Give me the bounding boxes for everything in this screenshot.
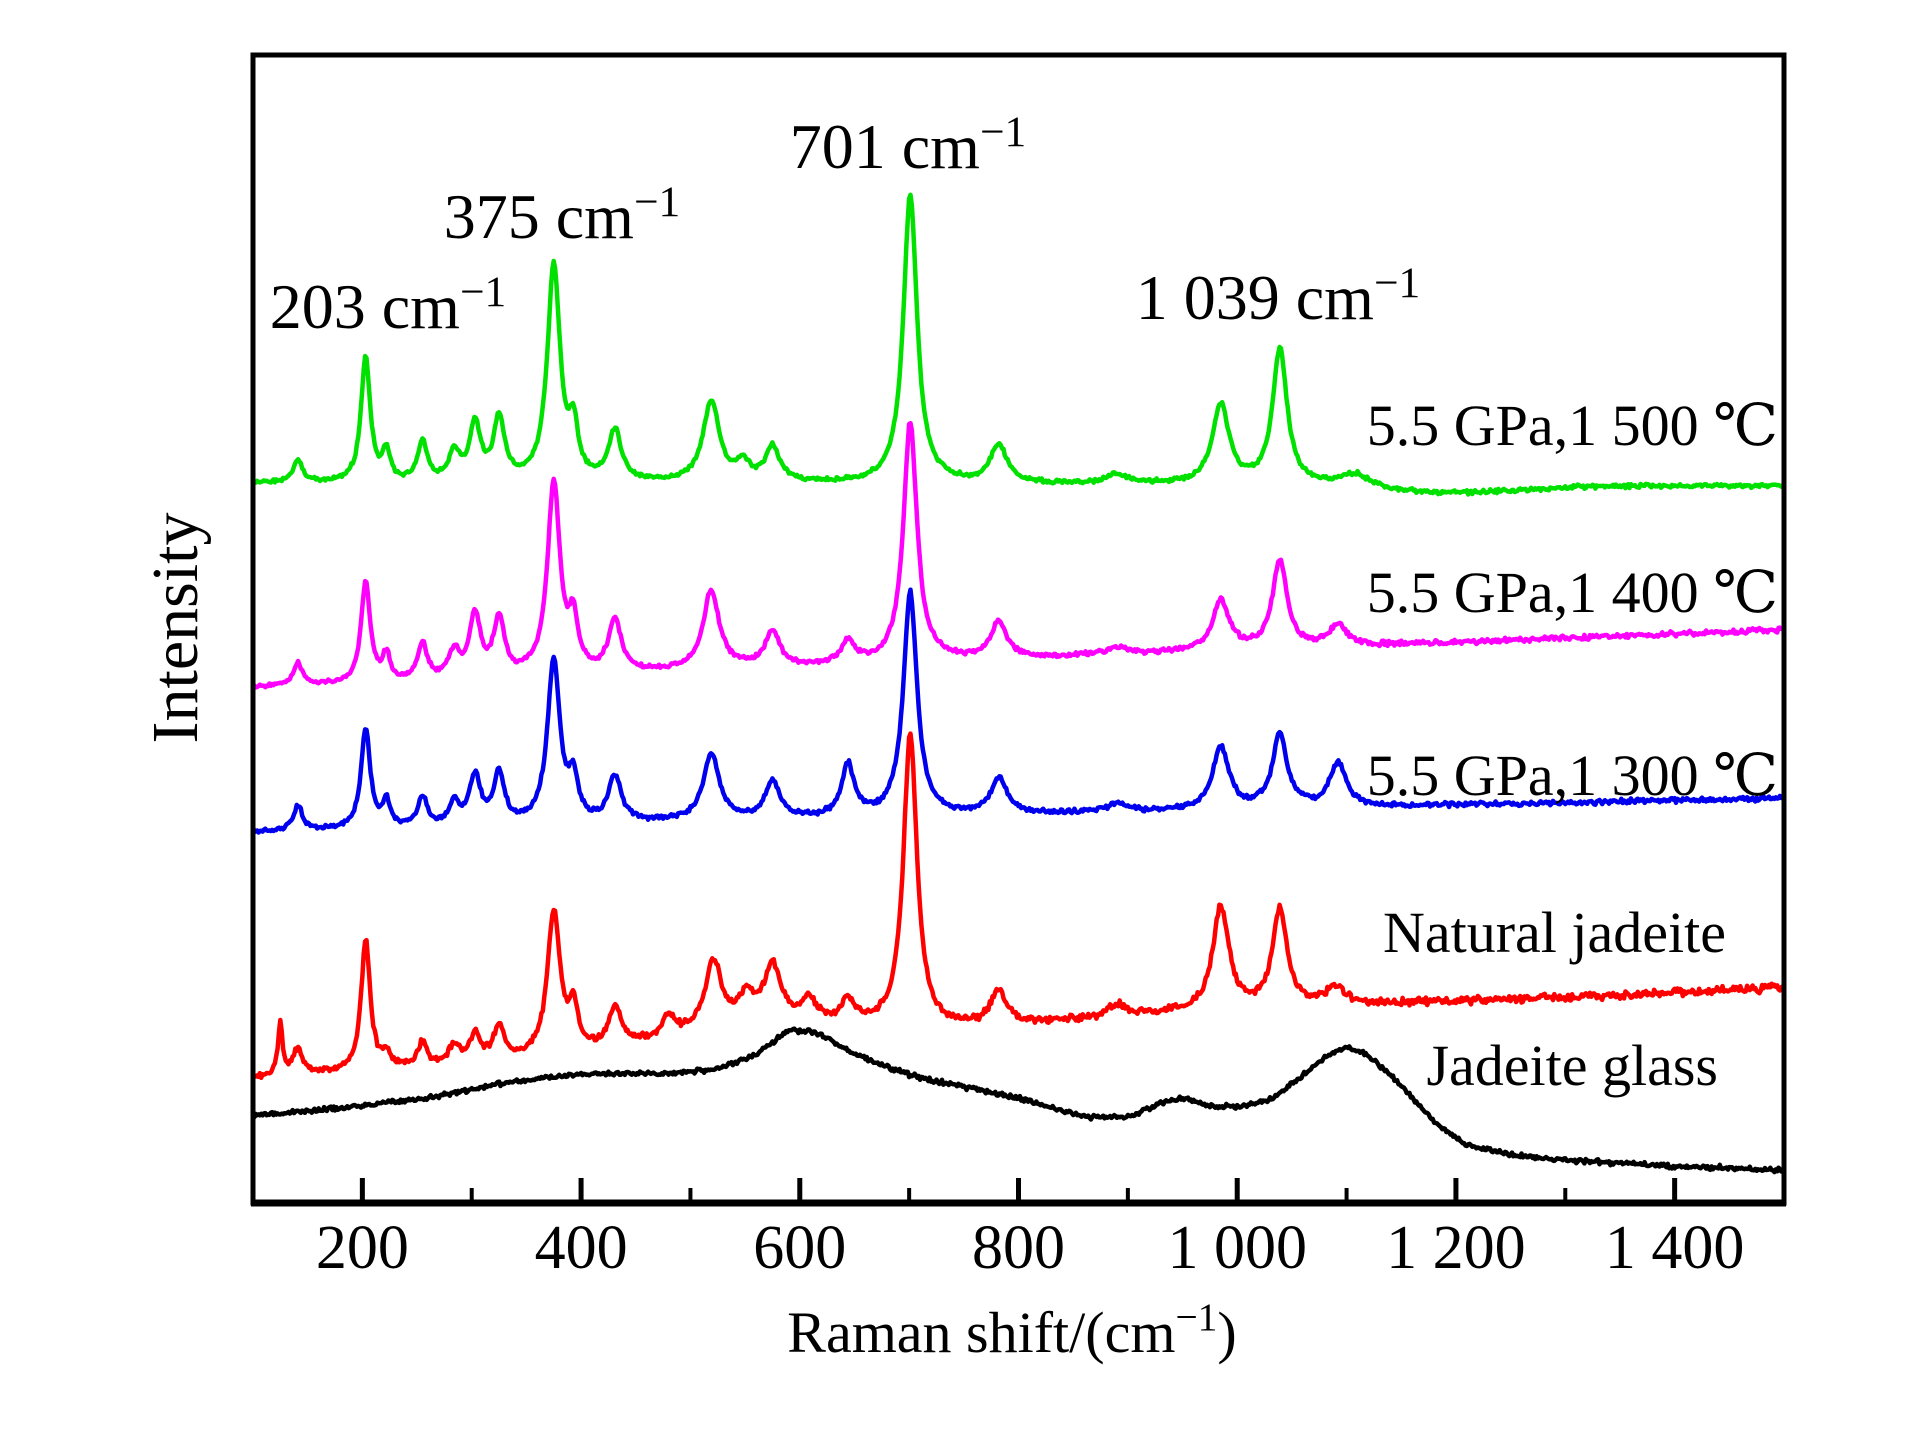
x-tick-label-1400: 1 400 bbox=[1605, 1214, 1745, 1282]
spectrum-gpa-1300 bbox=[250, 587, 1787, 835]
x-tick-label-400: 400 bbox=[535, 1214, 628, 1282]
peak-annotation-3: 1 039 cm−1 bbox=[1136, 259, 1421, 333]
series-label-gpa-1300: 5.5 GPa,1 300 ℃ bbox=[1367, 743, 1778, 808]
x-tick-label-200: 200 bbox=[316, 1214, 409, 1282]
series-label-gpa-1400: 5.5 GPa,1 400 ℃ bbox=[1367, 560, 1778, 625]
y-axis-title: Intensity bbox=[139, 513, 212, 744]
series-label-natural-jadeite: Natural jadeite bbox=[1383, 900, 1726, 965]
peak-annotation-1: 375 cm−1 bbox=[444, 178, 681, 252]
x-tick-label-1000: 1 000 bbox=[1167, 1214, 1307, 1282]
spectrum-natural-jadeite bbox=[250, 731, 1787, 1081]
x-tick-label-1200: 1 200 bbox=[1386, 1214, 1526, 1282]
x-tick-label-600: 600 bbox=[753, 1214, 846, 1282]
spectrum-gpa-1500 bbox=[250, 192, 1787, 497]
series-label-jadeite-glass: Jadeite glass bbox=[1426, 1033, 1718, 1098]
series-label-gpa-1500: 5.5 GPa,1 500 ℃ bbox=[1367, 393, 1778, 458]
peak-annotation-2: 701 cm−1 bbox=[790, 108, 1027, 182]
spectrum-gpa-1400 bbox=[250, 420, 1787, 690]
x-axis-title: Raman shift/(cm−1) bbox=[787, 1295, 1236, 1365]
peak-annotation-0: 203 cm−1 bbox=[270, 268, 507, 342]
spectrum-jadeite-glass bbox=[250, 1026, 1787, 1175]
x-tick-label-800: 800 bbox=[972, 1214, 1065, 1282]
